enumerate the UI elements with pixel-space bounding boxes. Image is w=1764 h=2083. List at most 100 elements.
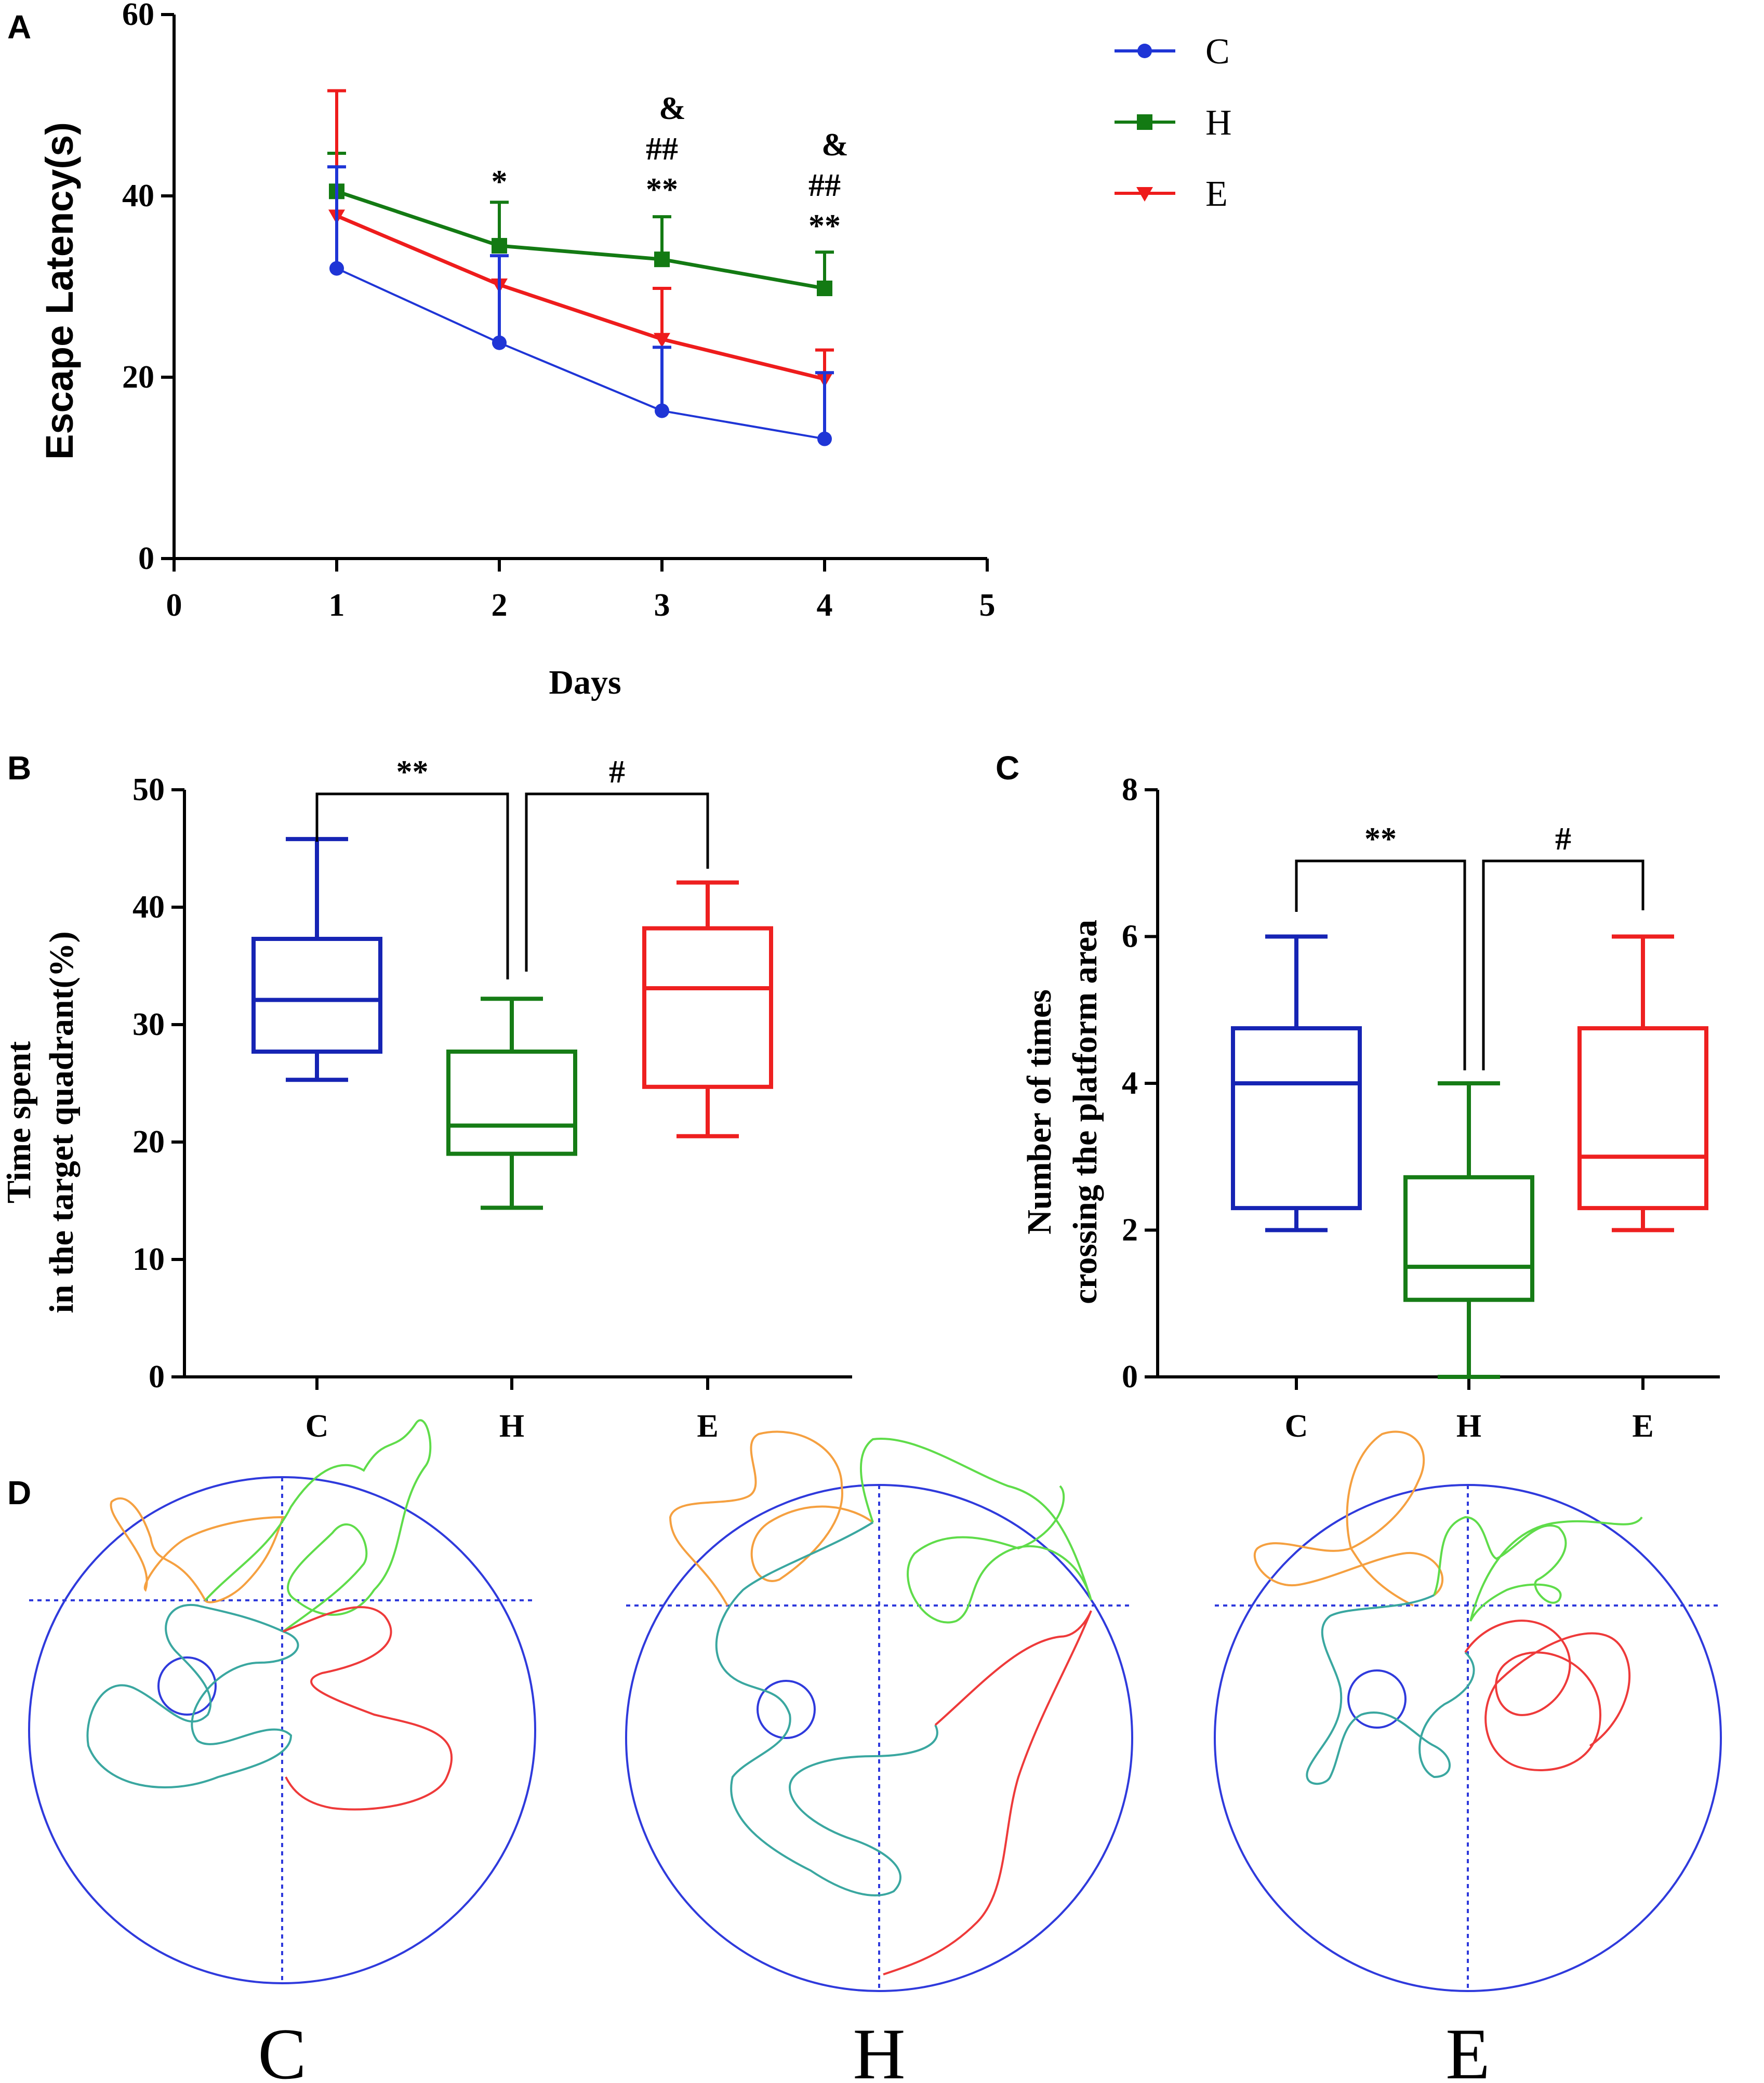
track-green (204, 1419, 432, 1633)
panel-letter-c: C (996, 749, 1019, 787)
panel-b-box-chart: Time spent in the target quadrant(%) 0 10… (0, 754, 852, 1444)
track-green (859, 1438, 1092, 1624)
panel-c-y-tick-label: 4 (1122, 1066, 1138, 1101)
significance-label: ** (1364, 821, 1397, 857)
significance-mark: ## (646, 131, 678, 167)
panel-b-y-tick-label: 20 (132, 1124, 165, 1160)
legend-label-E: E (1205, 174, 1228, 214)
significance-bracket (1295, 859, 1466, 1070)
significance-mark: & (821, 127, 848, 163)
panel-a-y-tick-label: 20 (122, 360, 154, 395)
panel-a-x-tick-label: 0 (166, 588, 182, 623)
panel-a-y-tick-label: 0 (138, 541, 154, 576)
series-line-C (336, 267, 825, 440)
box-C (1231, 1026, 1362, 1211)
data-point-C (492, 335, 507, 350)
data-point-H (654, 251, 670, 268)
significance-mark: ** (646, 172, 678, 207)
panel-b-y-tick-label: 30 (132, 1007, 165, 1042)
track-green (1433, 1516, 1643, 1622)
panel-a-y-tick-label: 60 (122, 0, 154, 32)
panel-letter-b: B (7, 749, 31, 787)
box-C (251, 937, 382, 1054)
panel-c-y-tick-label: 2 (1122, 1213, 1138, 1248)
panel-b-ylabel-line-1: Time spent (0, 1041, 38, 1203)
panel-a-x-tick-label: 3 (654, 588, 670, 623)
legend-marker-C (1137, 44, 1152, 58)
significance-label: # (1555, 821, 1571, 857)
significance-mark: ** (808, 208, 841, 244)
track-teal (715, 1521, 938, 1896)
panel-a-legend: CHE (1115, 32, 1232, 214)
box-H (1403, 1175, 1534, 1302)
data-point-H (817, 280, 832, 296)
legend-marker-H (1137, 114, 1152, 130)
significance-mark: * (492, 164, 508, 200)
panel-b-ylabel-line-2: in the target quadrant(%) (43, 931, 81, 1313)
panel-a-ylabel: Escape Latency(s) (38, 122, 81, 460)
significance-mark: & (659, 91, 686, 126)
series-line-H (336, 189, 825, 290)
panel-c-ylabel-line-1: Number of times (1020, 989, 1058, 1235)
track-orange (110, 1497, 285, 1603)
series-line-E (336, 214, 825, 381)
panel-c-y-tick-label: 0 (1122, 1359, 1138, 1395)
maze-label-h: H (853, 2014, 905, 2083)
panel-c-ylabel-line-2: crossing the platform area (1066, 920, 1104, 1304)
panel-b-y-tick-label: 10 (132, 1242, 165, 1277)
panel-a-y-tick-label: 40 (122, 178, 154, 214)
track-teal (86, 1603, 299, 1788)
panel-letter-a: A (7, 8, 31, 46)
track-teal (1306, 1594, 1475, 1785)
significance-label: ** (396, 754, 429, 790)
panel-d-maze-tracks: C H E (28, 1419, 1722, 2083)
box-H (446, 1049, 577, 1156)
panel-b-x-tick-label: E (697, 1409, 718, 1444)
data-point-C (329, 261, 344, 276)
legend-label-H: H (1205, 103, 1232, 143)
box-E (642, 926, 773, 1089)
significance-bracket (525, 792, 709, 972)
panel-c-box-chart: Number of times crossing the platform ar… (1020, 772, 1720, 1444)
panel-a-line-chart: Escape Latency(s) Days 0 1 2 3 4 5 0 20 40 60 * & ##… (38, 0, 996, 701)
panel-c-x-tick-label: C (1285, 1409, 1308, 1444)
legend-label-C: C (1205, 32, 1230, 72)
panel-a-x-tick-label: 4 (817, 588, 833, 623)
panel-a-x-tick-label: 1 (329, 588, 345, 623)
data-point-C (655, 403, 669, 418)
panel-b-y-tick-label: 0 (149, 1359, 165, 1395)
box-E (1577, 1026, 1708, 1211)
platform-circle (1347, 1669, 1407, 1729)
significance-bracket (315, 792, 509, 979)
maze-h: H (625, 1430, 1133, 2083)
data-point-E (654, 333, 670, 348)
panel-b-y-tick-label: 50 (132, 772, 165, 807)
platform-circle (157, 1656, 217, 1716)
panel-b-x-tick-label: H (499, 1409, 524, 1444)
data-point-C (817, 431, 832, 446)
track-red (283, 1606, 453, 1811)
legend-marker-E (1136, 187, 1153, 202)
maze-label-c: C (258, 2014, 306, 2083)
track-red (1464, 1620, 1630, 1771)
panel-c-x-tick-label: E (1632, 1409, 1653, 1444)
significance-mark: ## (808, 168, 841, 203)
panel-c-x-tick-label: H (1456, 1409, 1481, 1444)
panel-c-y-tick-label: 6 (1122, 919, 1138, 954)
panel-b-y-tick-label: 40 (132, 890, 165, 925)
significance-label: # (609, 754, 625, 790)
panel-a-x-tick-label: 5 (979, 588, 996, 623)
maze-e: E (1214, 1430, 1722, 2083)
panel-b-x-tick-label: C (306, 1409, 329, 1444)
platform-circle (757, 1680, 816, 1739)
panel-a-xlabel: Days (549, 664, 621, 701)
track-red (883, 1610, 1092, 1975)
data-point-H (492, 237, 507, 254)
track-orange (669, 1430, 874, 1606)
panel-letter-d: D (7, 1474, 31, 1511)
track-orange (1253, 1430, 1444, 1607)
panel-a-x-tick-label: 2 (492, 588, 508, 623)
maze-c: C (28, 1419, 536, 2083)
maze-label-e: E (1445, 2014, 1490, 2083)
